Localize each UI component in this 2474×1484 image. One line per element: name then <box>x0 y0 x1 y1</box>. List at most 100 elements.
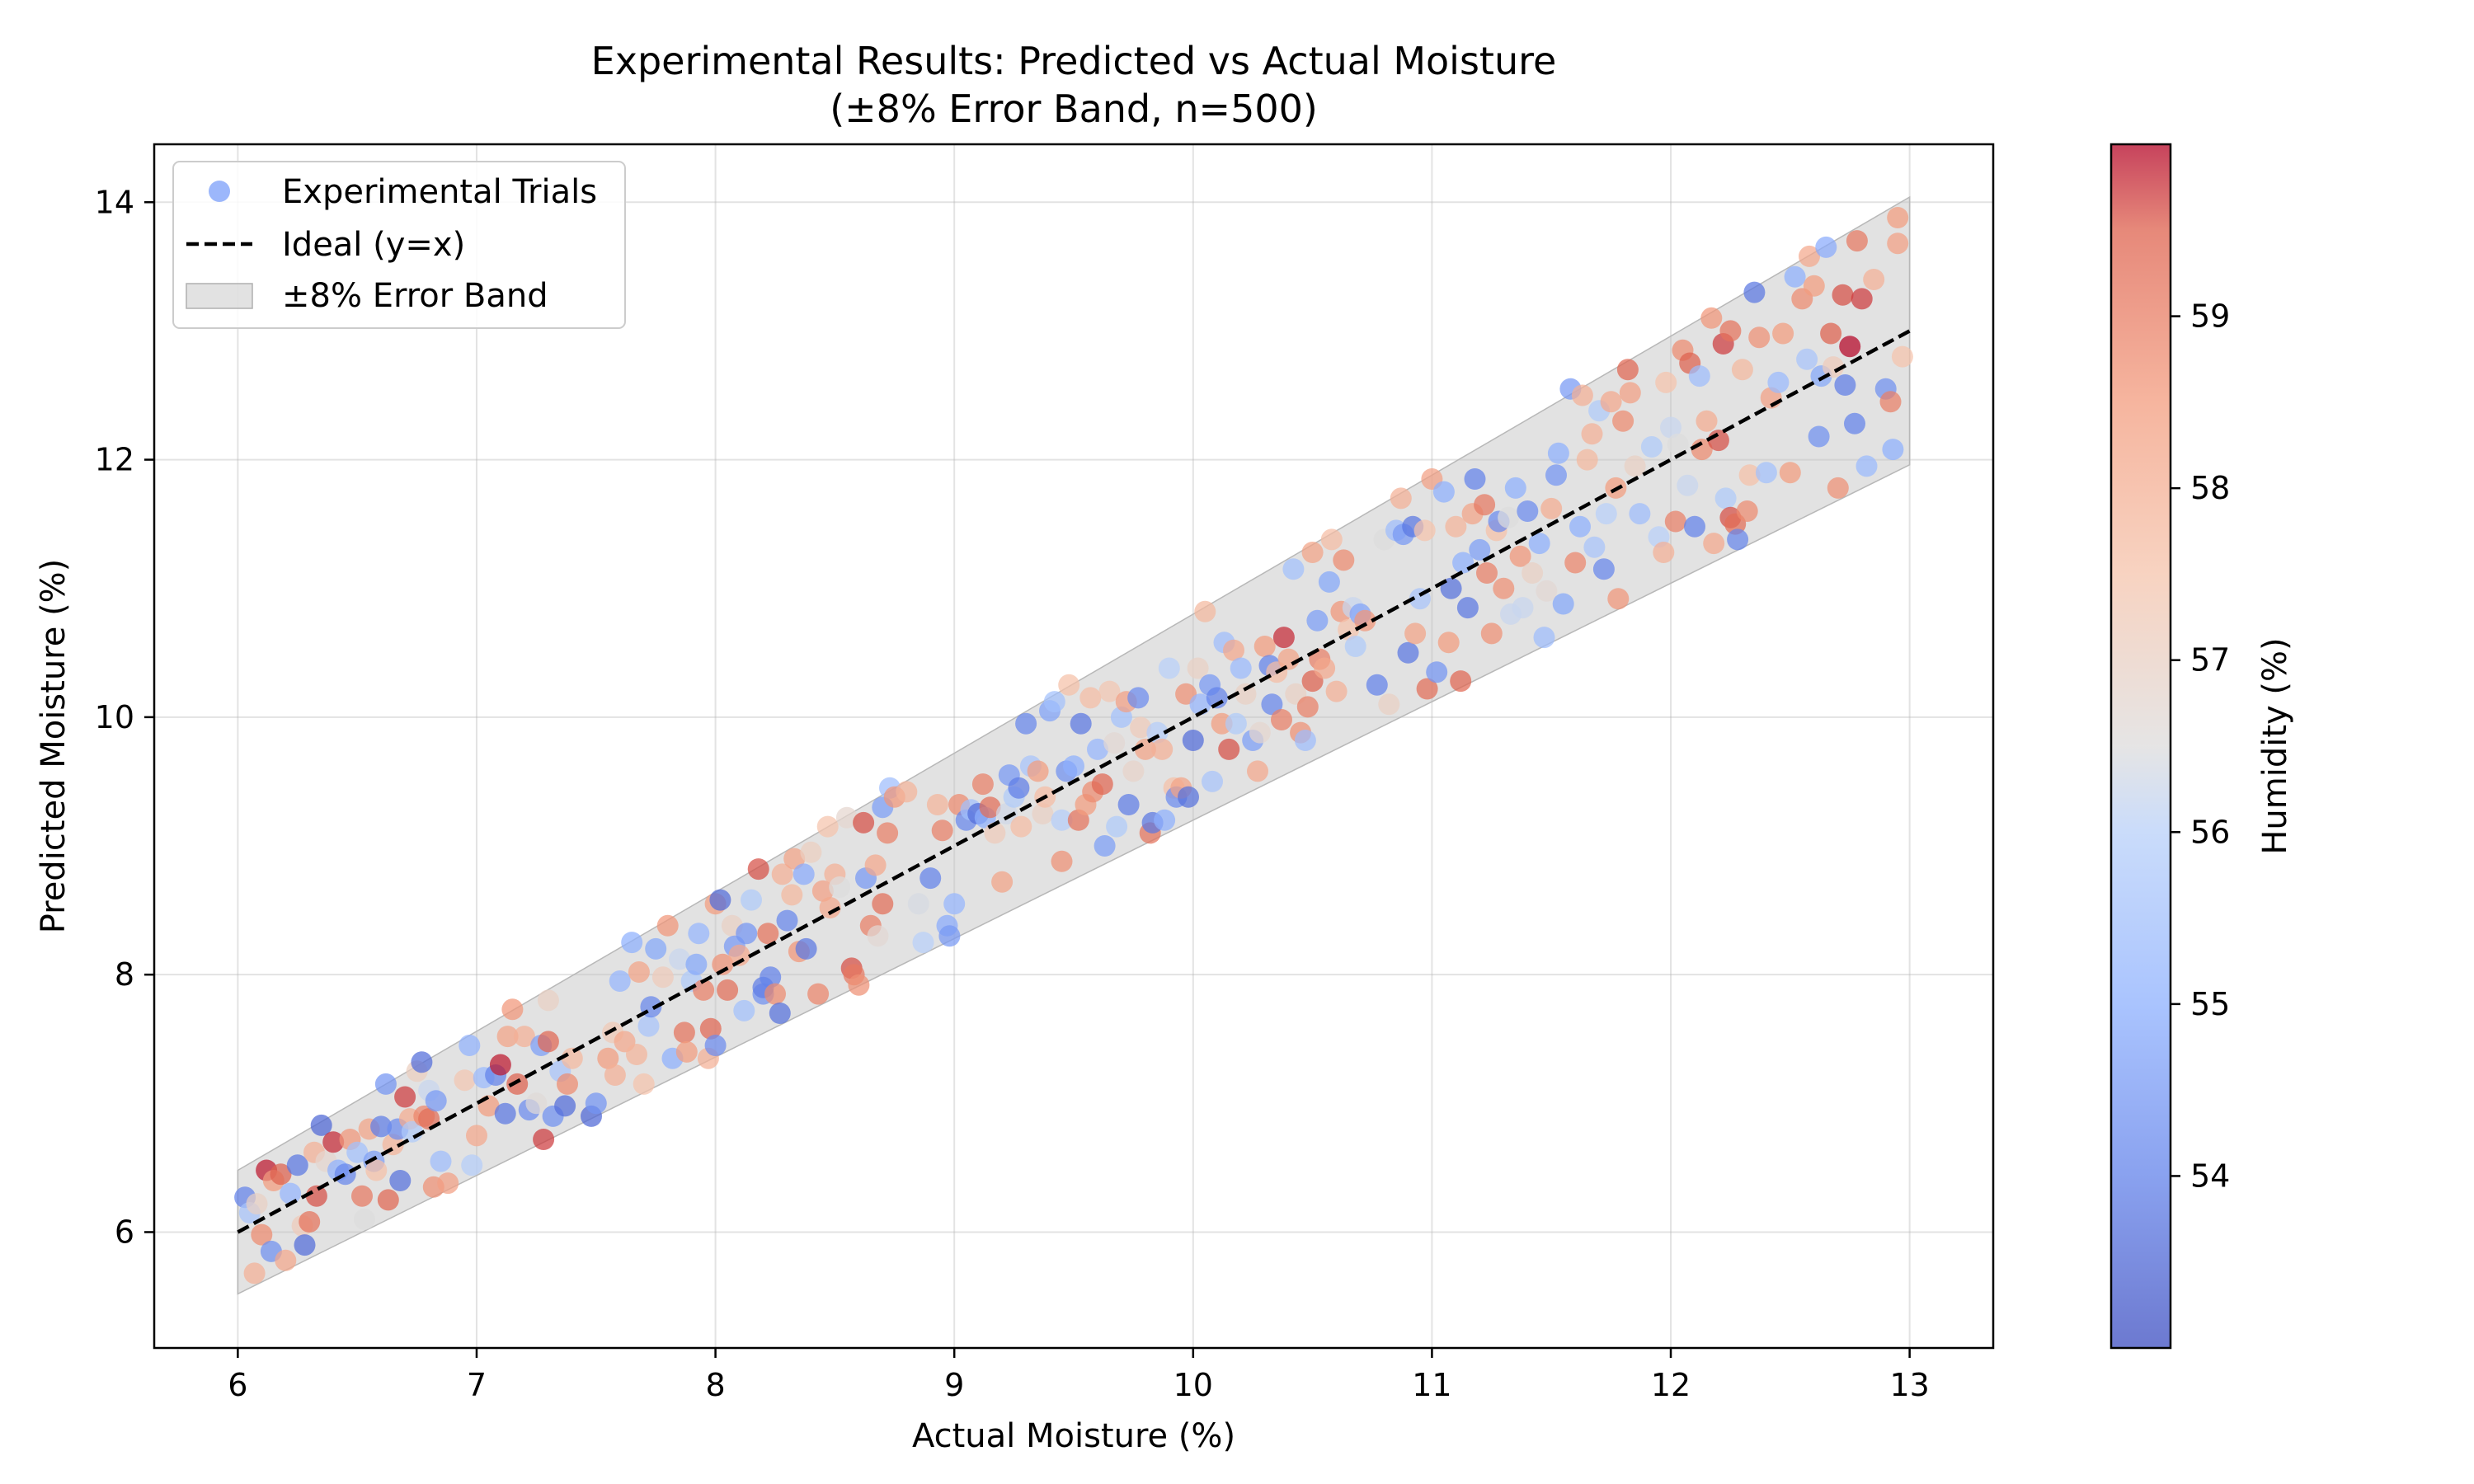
data-point <box>1325 680 1348 702</box>
data-point <box>829 876 851 898</box>
data-point <box>461 1154 483 1176</box>
data-point <box>1684 515 1705 538</box>
data-point <box>1815 236 1837 258</box>
x-tick-label: 6 <box>228 1367 247 1403</box>
data-point <box>430 1150 452 1172</box>
x-tick-label: 7 <box>467 1367 487 1403</box>
data-point <box>1098 680 1121 702</box>
data-point <box>645 937 667 960</box>
data-point <box>1070 712 1092 735</box>
x-tick-label: 12 <box>1651 1367 1691 1403</box>
data-point <box>1416 678 1438 700</box>
colorbar-tick-label: 54 <box>2190 1158 2230 1194</box>
data-point <box>1569 515 1591 538</box>
x-tick-label: 9 <box>944 1367 964 1403</box>
data-point <box>305 1185 327 1207</box>
legend-marker-error-band <box>186 283 253 309</box>
data-point <box>1772 322 1794 345</box>
plot-frame <box>153 143 1995 1350</box>
data-point <box>673 1021 695 1044</box>
data-point <box>1225 712 1247 735</box>
data-point <box>1564 552 1587 574</box>
data-point <box>525 1092 548 1115</box>
data-point <box>1738 464 1761 486</box>
data-point <box>346 1141 369 1163</box>
data-point <box>1576 448 1598 471</box>
y-tick-label: 12 <box>95 442 134 478</box>
data-point <box>864 854 887 876</box>
data-point <box>1779 462 1801 484</box>
data-point <box>675 1040 698 1063</box>
data-point <box>1595 503 1617 525</box>
data-point <box>1397 641 1419 664</box>
data-point <box>1677 474 1699 496</box>
y-tick-label: 8 <box>115 956 134 993</box>
data-point <box>1366 674 1388 696</box>
data-point <box>1664 510 1686 533</box>
colorbar-label: Humidity (%) <box>2256 637 2294 854</box>
data-point <box>816 815 839 838</box>
x-tick-label: 8 <box>705 1367 725 1403</box>
data-point <box>1154 809 1176 831</box>
legend-label-experimental-trials: Experimental Trials <box>282 173 597 211</box>
data-point <box>1106 815 1128 838</box>
chart-subtitle: (±8% Error Band, n=500) <box>830 87 1318 131</box>
data-point <box>971 773 994 796</box>
data-point <box>685 953 708 975</box>
data-point <box>1592 558 1615 580</box>
data-point <box>1079 687 1102 709</box>
data-point <box>1731 359 1753 381</box>
data-point <box>1474 494 1496 516</box>
data-point <box>926 794 948 815</box>
data-point <box>1032 803 1054 824</box>
data-point <box>872 893 894 915</box>
data-point <box>494 1102 516 1125</box>
data-point <box>310 1114 332 1136</box>
data-point <box>537 1031 559 1053</box>
data-point <box>394 1086 416 1108</box>
data-point <box>1743 281 1766 303</box>
data-point <box>501 998 524 1021</box>
data-point <box>728 944 750 966</box>
data-point <box>1727 528 1749 551</box>
data-point <box>1879 391 1902 413</box>
data-point <box>764 983 786 1005</box>
data-point <box>781 884 803 906</box>
data-point <box>693 979 715 1001</box>
data-point <box>1158 657 1180 679</box>
data-point <box>334 1163 356 1186</box>
data-point <box>1314 657 1336 679</box>
data-point <box>251 1223 273 1246</box>
data-point <box>351 1185 373 1207</box>
data-point <box>1784 265 1806 288</box>
data-point <box>1378 693 1400 716</box>
data-point <box>554 1095 576 1117</box>
data-point <box>1122 760 1145 782</box>
data-point <box>1253 636 1276 657</box>
data-point <box>1707 430 1729 452</box>
data-point <box>709 889 731 911</box>
data-point <box>1202 770 1223 792</box>
data-point <box>1301 542 1324 563</box>
data-point <box>1887 232 1909 255</box>
data-point <box>1624 455 1646 477</box>
data-point <box>1607 588 1630 610</box>
data-point <box>688 923 710 945</box>
data-point <box>1413 519 1436 542</box>
data-point <box>585 1092 607 1115</box>
ideal-line <box>237 329 1911 1234</box>
data-point <box>757 923 779 945</box>
legend-label-ideal-line: Ideal (y=x) <box>282 226 465 264</box>
data-point <box>561 1047 583 1069</box>
colorbar-tick-label: 59 <box>2190 298 2230 335</box>
data-point <box>389 1170 412 1191</box>
data-point <box>867 925 889 947</box>
data-point <box>1827 477 1849 499</box>
data-point <box>466 1125 487 1147</box>
data-point <box>1493 577 1515 599</box>
data-point <box>1010 815 1032 838</box>
data-point <box>1844 412 1865 434</box>
data-point <box>365 1159 388 1181</box>
data-point <box>286 1154 308 1176</box>
data-point <box>1823 356 1844 378</box>
